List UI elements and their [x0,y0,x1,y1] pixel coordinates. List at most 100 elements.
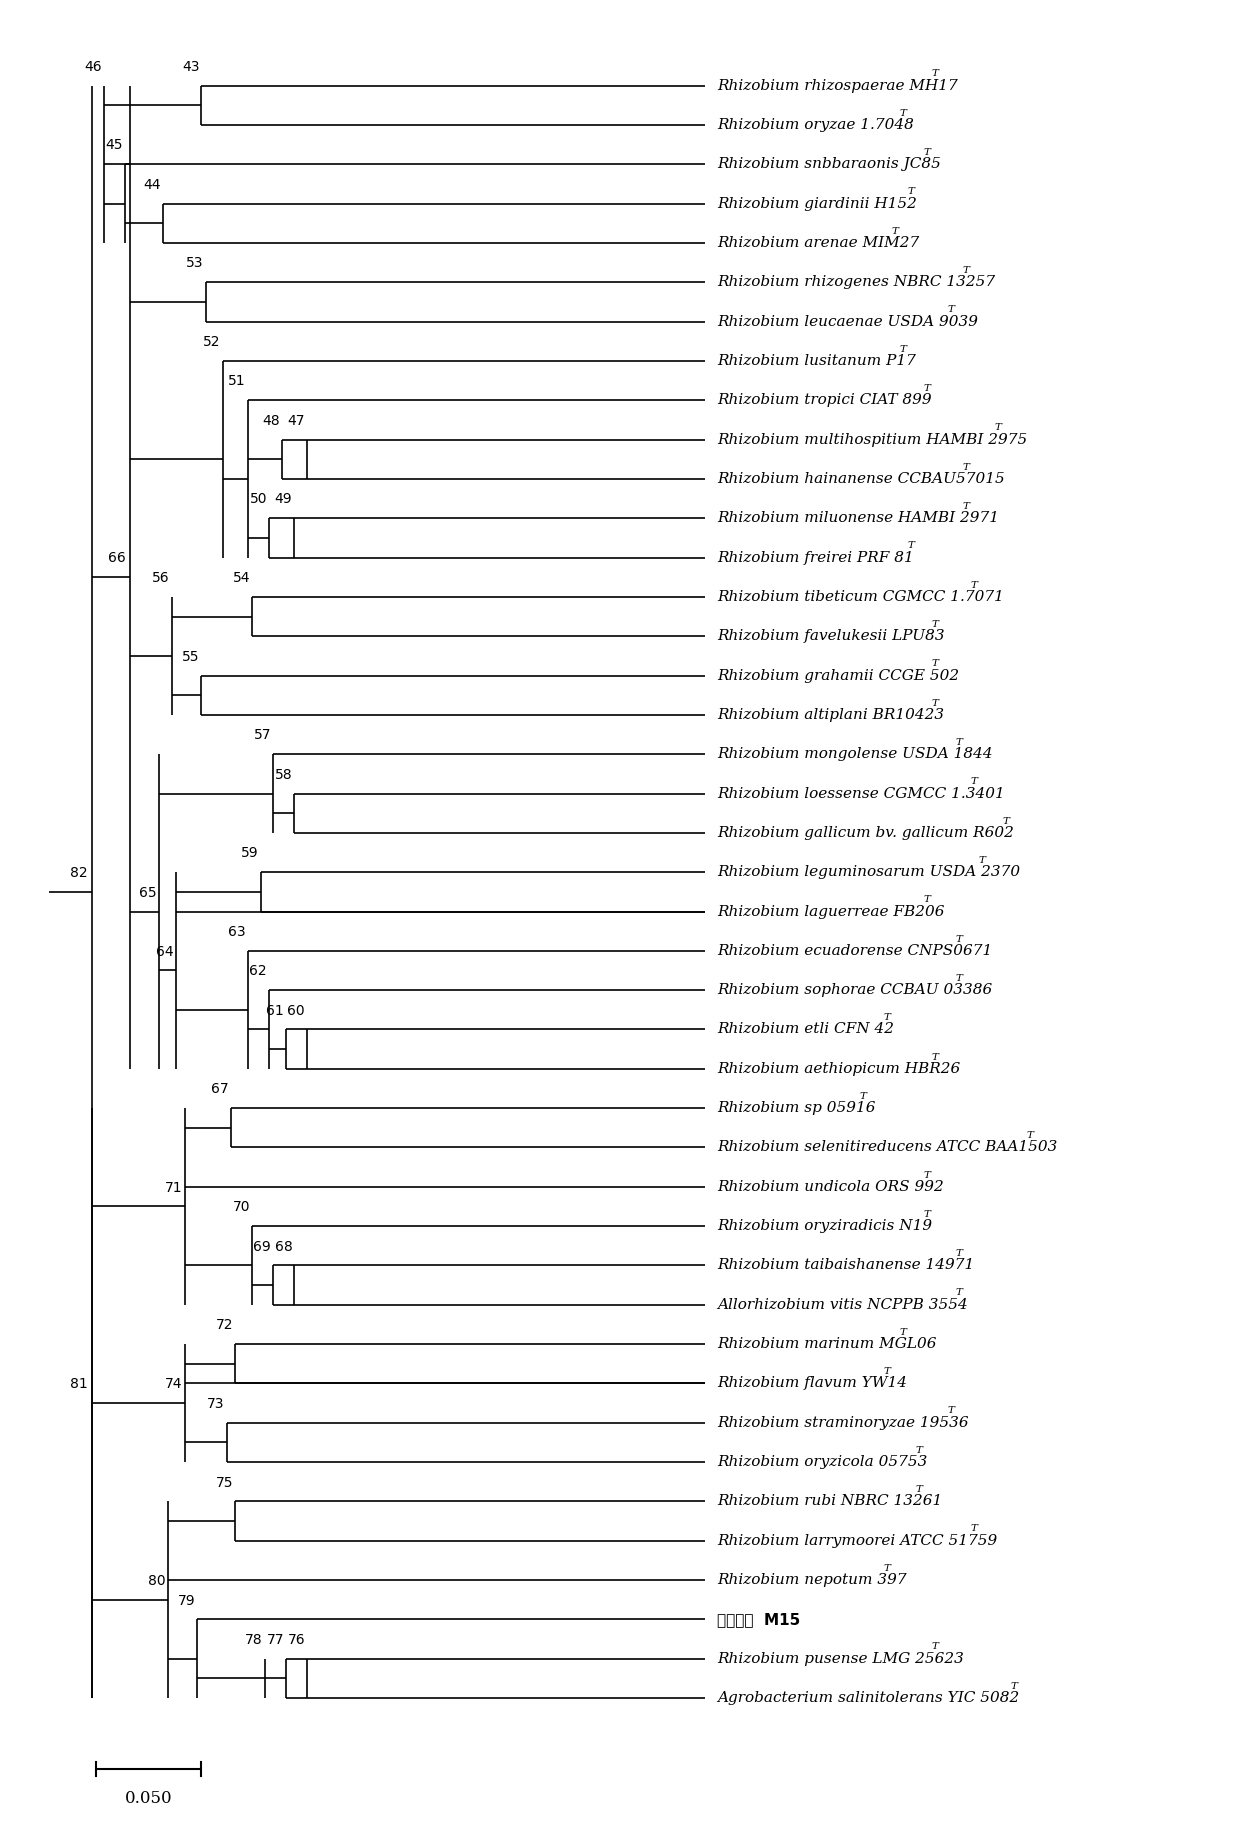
Text: T: T [924,148,930,157]
Text: T: T [931,620,939,629]
Text: 56: 56 [153,571,170,585]
Text: 49: 49 [275,492,293,507]
Text: T: T [892,226,899,235]
Text: 57: 57 [254,729,272,742]
Text: Rhizobium tibeticum CGMCC 1.7071: Rhizobium tibeticum CGMCC 1.7071 [717,591,1004,603]
Text: T: T [924,1170,930,1179]
Text: T: T [924,385,930,394]
Text: 80: 80 [148,1573,165,1588]
Text: 53: 53 [186,257,203,270]
Text: Rhizobium altiplani BR10423: Rhizobium altiplani BR10423 [717,707,945,722]
Text: 47: 47 [288,414,305,428]
Text: 61: 61 [267,1004,284,1017]
Text: T: T [1027,1132,1033,1139]
Text: 43: 43 [182,60,200,73]
Text: T: T [1011,1683,1018,1690]
Text: Rhizobium oryzae 1.7048: Rhizobium oryzae 1.7048 [717,118,914,131]
Text: T: T [955,973,962,983]
Text: 71: 71 [165,1181,182,1194]
Text: T: T [915,1486,923,1495]
Text: T: T [947,1407,954,1415]
Text: Rhizobium grahamii CCGE 502: Rhizobium grahamii CCGE 502 [717,669,960,682]
Text: 51: 51 [228,374,246,388]
Text: T: T [955,935,962,944]
Text: Rhizobium pusense LMG 25623: Rhizobium pusense LMG 25623 [717,1652,965,1666]
Text: T: T [971,580,978,589]
Text: T: T [884,1564,890,1573]
Text: Rhizobium snbbaraonis JC85: Rhizobium snbbaraonis JC85 [717,157,941,171]
Text: 50: 50 [249,492,267,507]
Text: 内生细菌  M15: 内生细菌 M15 [717,1612,801,1626]
Text: Rhizobium etli CFN 42: Rhizobium etli CFN 42 [717,1023,894,1037]
Text: Rhizobium oryziradicis N19: Rhizobium oryziradicis N19 [717,1220,932,1232]
Text: 48: 48 [262,414,280,428]
Text: Rhizobium laguerreae FB206: Rhizobium laguerreae FB206 [717,904,945,919]
Text: 81: 81 [69,1378,87,1391]
Text: T: T [899,345,906,354]
Text: Rhizobium straminoryzae 19536: Rhizobium straminoryzae 19536 [717,1416,968,1429]
Text: 68: 68 [274,1240,293,1254]
Text: 44: 44 [144,179,161,191]
Text: 60: 60 [288,1004,305,1017]
Text: T: T [955,738,962,747]
Text: T: T [955,1289,962,1298]
Text: T: T [908,188,914,197]
Text: 67: 67 [211,1083,229,1096]
Text: 55: 55 [182,649,200,664]
Text: 59: 59 [241,846,258,860]
Text: Rhizobium hainanense CCBAU57015: Rhizobium hainanense CCBAU57015 [717,472,1004,487]
Text: 72: 72 [216,1318,233,1333]
Text: Rhizobium lusitanum P17: Rhizobium lusitanum P17 [717,354,916,368]
Text: Rhizobium nepotum 397: Rhizobium nepotum 397 [717,1573,906,1588]
Text: Rhizobium rubi NBRC 13261: Rhizobium rubi NBRC 13261 [717,1495,942,1508]
Text: T: T [947,304,954,314]
Text: Rhizobium arenae MIM27: Rhizobium arenae MIM27 [717,235,920,250]
Text: Rhizobium sp 05916: Rhizobium sp 05916 [717,1101,875,1116]
Text: T: T [915,1446,923,1455]
Text: T: T [931,1643,939,1652]
Text: Rhizobium loessense CGMCC 1.3401: Rhizobium loessense CGMCC 1.3401 [717,786,1004,800]
Text: 79: 79 [177,1593,195,1608]
Text: Rhizobium selenitireducens ATCC BAA1503: Rhizobium selenitireducens ATCC BAA1503 [717,1141,1058,1154]
Text: Rhizobium marinum MGL06: Rhizobium marinum MGL06 [717,1336,936,1351]
Text: 77: 77 [267,1633,284,1646]
Text: 75: 75 [216,1475,233,1489]
Text: Rhizobium favelukesii LPU83: Rhizobium favelukesii LPU83 [717,629,945,644]
Text: Rhizobium oryzicola 05753: Rhizobium oryzicola 05753 [717,1455,928,1469]
Text: T: T [931,69,939,78]
Text: T: T [931,660,939,669]
Text: T: T [1003,817,1009,826]
Text: 45: 45 [105,139,123,153]
Text: T: T [963,266,970,275]
Text: Rhizobium giardinii H152: Rhizobium giardinii H152 [717,197,918,211]
Text: Allorhizobium vitis NCPPB 3554: Allorhizobium vitis NCPPB 3554 [717,1298,968,1313]
Text: Rhizobium multihospitium HAMBI 2975: Rhizobium multihospitium HAMBI 2975 [717,432,1028,447]
Text: 70: 70 [233,1200,250,1214]
Text: 76: 76 [288,1633,305,1646]
Text: Rhizobium sophorae CCBAU 03386: Rhizobium sophorae CCBAU 03386 [717,983,992,997]
Text: Rhizobium miluonense HAMBI 2971: Rhizobium miluonense HAMBI 2971 [717,510,999,525]
Text: 63: 63 [228,924,246,939]
Text: T: T [994,423,1002,432]
Text: Rhizobium leucaenae USDA 9039: Rhizobium leucaenae USDA 9039 [717,315,978,328]
Text: 69: 69 [253,1240,272,1254]
Text: T: T [963,501,970,510]
Text: T: T [971,1524,978,1533]
Text: 66: 66 [108,551,125,565]
Text: T: T [884,1014,890,1023]
Text: T: T [931,1052,939,1061]
Text: Rhizobium taibaishanense 14971: Rhizobium taibaishanense 14971 [717,1258,975,1272]
Text: Rhizobium flavum YW14: Rhizobium flavum YW14 [717,1376,908,1391]
Text: Rhizobium mongolense USDA 1844: Rhizobium mongolense USDA 1844 [717,747,993,762]
Text: 58: 58 [275,767,293,782]
Text: 46: 46 [84,60,102,73]
Text: 54: 54 [233,571,250,585]
Text: Rhizobium undicola ORS 992: Rhizobium undicola ORS 992 [717,1179,944,1194]
Text: 52: 52 [203,335,221,348]
Text: Rhizobium ecuadorense CNPS0671: Rhizobium ecuadorense CNPS0671 [717,944,992,957]
Text: Rhizobium tropici CIAT 899: Rhizobium tropici CIAT 899 [717,394,932,407]
Text: T: T [899,109,906,118]
Text: Rhizobium gallicum bv. gallicum R602: Rhizobium gallicum bv. gallicum R602 [717,826,1014,840]
Text: T: T [859,1092,867,1101]
Text: T: T [971,777,978,786]
